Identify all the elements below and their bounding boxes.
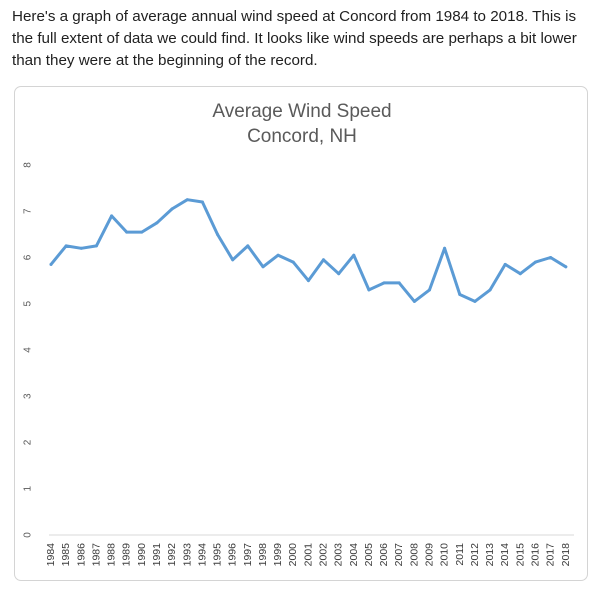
y-tick-label: 6 xyxy=(23,254,34,260)
data-point xyxy=(534,260,537,264)
data-point xyxy=(49,262,53,266)
x-tick-label: 2011 xyxy=(454,543,466,566)
x-tick-label: 2000 xyxy=(287,543,299,567)
data-point xyxy=(428,288,431,292)
data-point xyxy=(140,230,144,234)
x-tick-label: 1989 xyxy=(121,543,133,567)
data-point xyxy=(155,221,159,225)
x-tick-label: 1984 xyxy=(45,543,57,567)
data-point xyxy=(64,244,68,248)
data-point xyxy=(412,299,416,303)
x-tick-label: 2009 xyxy=(424,543,436,567)
data-point xyxy=(170,207,174,211)
x-tick-label: 1987 xyxy=(90,543,102,567)
data-point xyxy=(322,258,325,262)
x-tick-label: 2017 xyxy=(545,543,557,567)
x-tick-label: 2007 xyxy=(393,543,405,567)
data-point xyxy=(488,288,492,292)
y-axis: 0 1 2 3 4 5 6 7 8 xyxy=(23,162,34,538)
data-point xyxy=(443,246,447,250)
data-point xyxy=(473,299,477,303)
data-point xyxy=(200,200,204,204)
x-axis: 1984 1985 1986 1987 1988 1989 1990 1991 1992 1993… xyxy=(45,543,572,567)
x-tick-label: 1992 xyxy=(166,543,178,567)
data-point xyxy=(261,265,265,269)
x-tick-label: 2003 xyxy=(333,543,345,567)
post-text: Here's a graph of average annual wind sp… xyxy=(12,8,577,69)
data-point xyxy=(367,288,371,292)
data-point xyxy=(185,198,189,202)
y-tick-label: 1 xyxy=(23,486,34,492)
x-tick-label: 2015 xyxy=(514,543,526,567)
data-point xyxy=(352,253,356,257)
x-tick-label: 1986 xyxy=(75,543,87,567)
y-tick-label: 2 xyxy=(23,439,34,445)
y-tick-label: 3 xyxy=(23,393,34,399)
x-tick-label: 1991 xyxy=(151,543,163,567)
y-tick-label: 7 xyxy=(23,208,34,214)
data-point xyxy=(397,281,401,285)
x-tick-label: 2006 xyxy=(378,543,390,567)
chart-subtitle: Concord, NH xyxy=(247,126,357,147)
data-point xyxy=(110,214,114,218)
x-tick-label: 2016 xyxy=(529,543,541,567)
x-tick-label: 2014 xyxy=(499,543,511,567)
x-tick-label: 1985 xyxy=(60,543,72,567)
x-tick-label: 2008 xyxy=(408,543,420,567)
data-point xyxy=(503,262,507,266)
x-tick-label: 2001 xyxy=(302,543,314,567)
x-tick-label: 1990 xyxy=(136,543,148,567)
data-point xyxy=(306,279,310,283)
x-tick-label: 1995 xyxy=(212,543,224,567)
data-point xyxy=(337,272,341,276)
data-point xyxy=(231,258,235,262)
x-tick-label: 1997 xyxy=(242,543,254,567)
x-tick-label: 2018 xyxy=(560,543,572,567)
data-point xyxy=(291,260,295,264)
x-tick-label: 1994 xyxy=(196,543,208,567)
data-point xyxy=(382,281,386,285)
chart-card: Average Wind Speed Concord, NH 0 1 2 3 4 5 6 7 8… xyxy=(14,86,588,581)
chart-title: Average Wind Speed xyxy=(212,101,391,122)
x-tick-label: 1999 xyxy=(272,543,284,567)
series-line xyxy=(49,198,568,303)
x-tick-label: 2012 xyxy=(469,543,481,567)
y-tick-label: 8 xyxy=(23,162,34,168)
data-point xyxy=(564,265,568,269)
data-point xyxy=(94,244,98,248)
y-tick-label: 4 xyxy=(23,347,34,353)
data-point xyxy=(549,256,553,259)
data-point xyxy=(276,253,280,257)
y-tick-label: 0 xyxy=(23,532,34,538)
x-tick-label: 2002 xyxy=(318,543,330,567)
x-tick-label: 1993 xyxy=(181,543,193,567)
data-point xyxy=(79,246,83,250)
x-tick-label: 1988 xyxy=(106,543,118,567)
wind-speed-line-chart: Average Wind Speed Concord, NH 0 1 2 3 4 5 6 7 8… xyxy=(23,101,574,567)
series-layer xyxy=(49,198,568,303)
data-point xyxy=(458,293,462,296)
data-point xyxy=(518,272,522,276)
data-point xyxy=(216,232,219,236)
y-tick-label: 5 xyxy=(23,301,34,307)
x-tick-label: 2004 xyxy=(348,543,360,567)
x-tick-label: 2005 xyxy=(363,543,375,567)
x-tick-label: 1996 xyxy=(227,543,239,567)
x-tick-label: 2013 xyxy=(484,543,496,567)
data-point xyxy=(246,244,250,248)
x-tick-label: 2010 xyxy=(439,543,451,567)
data-point xyxy=(125,230,129,234)
x-tick-label: 1998 xyxy=(257,543,269,567)
